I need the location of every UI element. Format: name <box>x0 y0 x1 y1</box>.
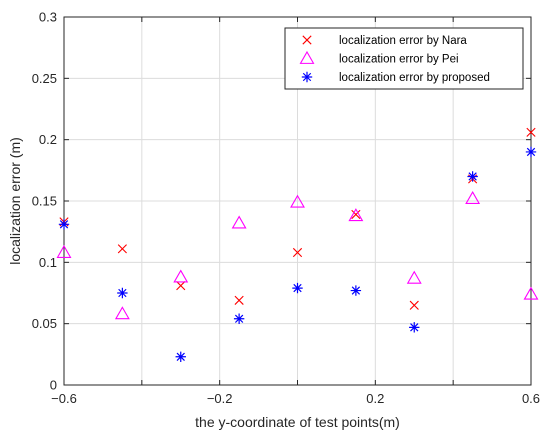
y-tick-label: 0.25 <box>32 71 57 86</box>
point-nara <box>292 247 303 258</box>
legend-item-nara: localization error by Nara <box>302 35 467 47</box>
series-nara <box>59 127 536 310</box>
axes-frame <box>63 16 532 386</box>
point-pei <box>465 190 481 204</box>
point-nara <box>117 244 127 254</box>
point-proposed <box>292 282 303 294</box>
point-nara <box>176 281 186 291</box>
legend-marker-proposed <box>301 71 313 83</box>
data-points <box>56 127 539 362</box>
point-pei <box>523 286 539 300</box>
point-nara <box>234 295 244 305</box>
point-proposed <box>58 219 70 230</box>
point-nara <box>526 127 536 137</box>
point-pei <box>231 215 247 229</box>
point-nara <box>409 300 419 310</box>
point-nara <box>351 209 361 220</box>
x-tick-label: 0.6 <box>522 391 540 406</box>
legend: localization error by Nara localization e… <box>284 27 524 90</box>
point-pei <box>290 194 305 208</box>
legend-marker-pei <box>299 50 315 64</box>
point-proposed <box>117 287 128 299</box>
x-tick-label: 0.2 <box>366 391 384 406</box>
y-tick-label: 0.1 <box>39 255 57 270</box>
legend-box <box>284 27 524 90</box>
y-tick-label: 0 <box>50 378 57 393</box>
x-tick-label: −0.6 <box>51 391 77 406</box>
series-pei <box>56 190 539 320</box>
point-pei <box>348 208 364 222</box>
legend-label: localization error by Pei <box>339 54 459 66</box>
legend-item-pei: localization error by Pei <box>299 50 459 66</box>
point-pei <box>56 244 72 258</box>
y-tick-label: 0.2 <box>39 132 57 147</box>
point-proposed <box>233 313 245 324</box>
axis-ticks: −0.6 −0.2 0.2 0.6 0 0.05 0.1 0.15 0.2 0.25 0.3 <box>32 10 540 407</box>
point-proposed <box>350 285 362 296</box>
legend-label: localization error by proposed <box>339 72 490 84</box>
point-proposed <box>175 351 186 362</box>
legend-label: localization error by Nara <box>339 35 467 47</box>
point-proposed <box>409 322 420 333</box>
y-tick-label: 0.05 <box>32 316 57 331</box>
legend-marker-nara <box>302 35 312 45</box>
x-axis-label: the y-coordinate of test points(m) <box>195 414 400 430</box>
point-pei <box>114 306 130 320</box>
point-proposed <box>525 146 537 158</box>
point-pei <box>173 269 189 283</box>
point-proposed <box>467 171 478 182</box>
x-tick-label: −0.2 <box>207 391 233 406</box>
legend-item-proposed: localization error by proposed <box>301 71 490 84</box>
y-tick-label: 0.15 <box>32 194 57 209</box>
point-pei <box>406 270 422 284</box>
y-tick-label: 0.3 <box>39 10 57 25</box>
y-axis-label: localization error (m) <box>7 137 23 265</box>
series-proposed <box>58 146 537 362</box>
